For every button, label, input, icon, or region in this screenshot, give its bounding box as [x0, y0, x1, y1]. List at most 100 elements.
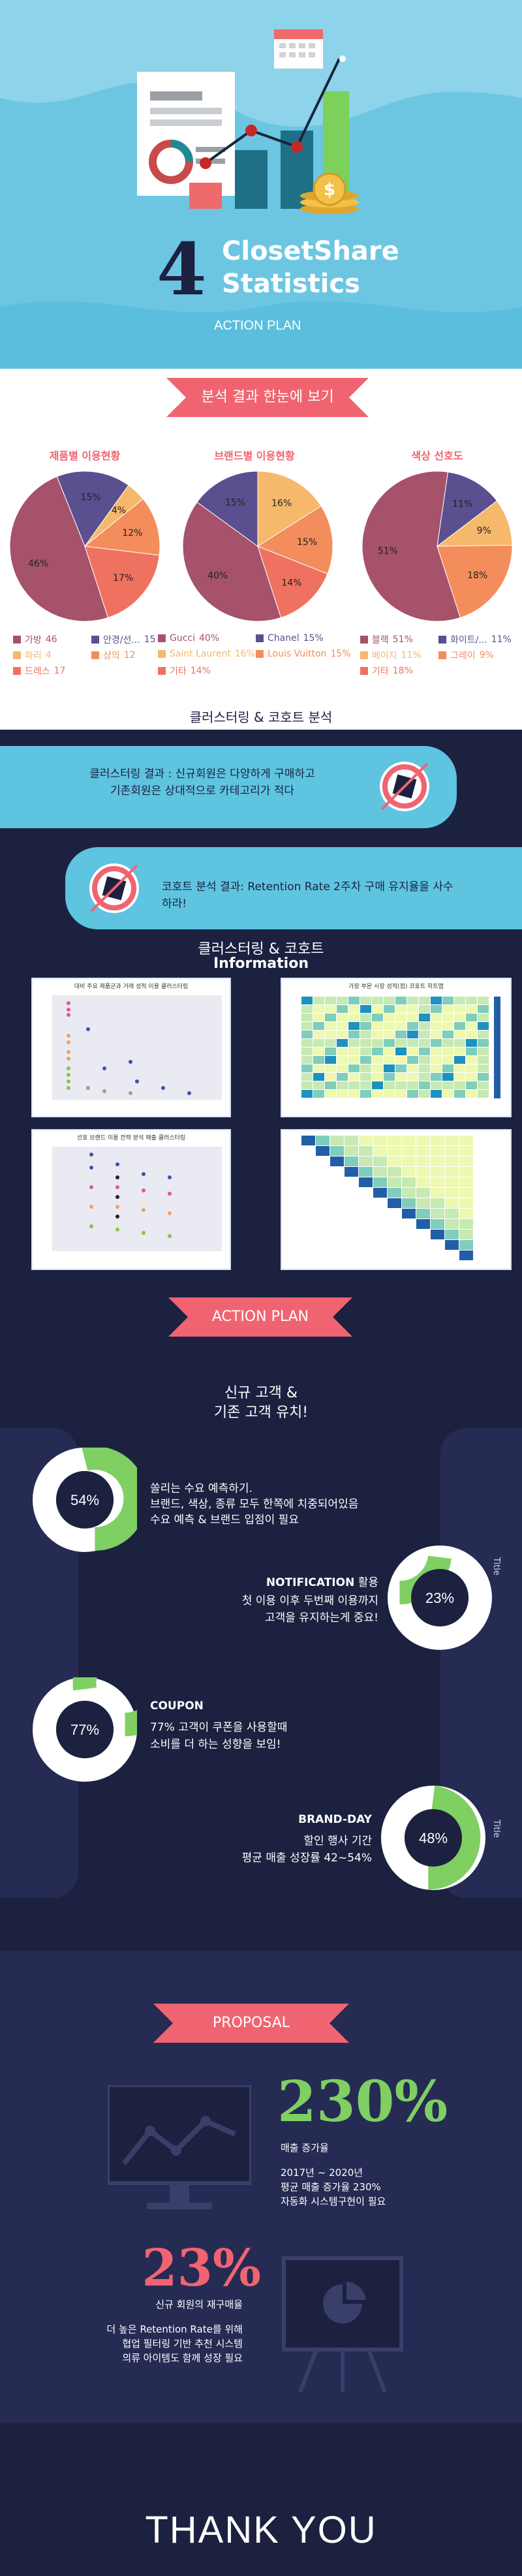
heatmap-cell — [445, 1198, 459, 1208]
heatmap-cell — [419, 1014, 430, 1021]
pie-chart-brand: 40% 15% 16% 15% 14% — [182, 471, 333, 622]
pie-slice — [56, 471, 129, 548]
legend-value: 11% — [401, 650, 422, 660]
title-line1: ClosetShare — [222, 236, 399, 266]
item4-line2: 할인 행사 기간 — [303, 1835, 372, 1848]
pie-slice-label: 51% — [378, 546, 398, 556]
heatmap-cell — [459, 1240, 473, 1250]
heatmap-cell — [407, 1031, 418, 1038]
heatmap-cell — [301, 1136, 315, 1145]
legend-value: 9% — [479, 650, 494, 660]
header-illustration: $ — [0, 0, 522, 369]
heatmap-cell — [325, 997, 336, 1004]
heatmap-cell — [431, 1219, 444, 1229]
heatmap-cell — [313, 1047, 324, 1055]
item1-line2: 브랜드, 색상, 종류 모두 한쪽에 치중되어있음 — [150, 1498, 359, 1511]
donut-percent-label: 23% — [425, 1590, 454, 1606]
overview-section: 분석 결과 한눈에 보기 제품별 이용현황 브랜드별 이용현황 색상 선호도 4… — [0, 369, 522, 730]
pie-chart-color: 51% 11% 9% 18% — [361, 471, 513, 622]
heatmap-cell — [325, 1031, 336, 1038]
heatmap-cell — [454, 997, 465, 1004]
heatmap-cell — [395, 1005, 407, 1013]
legend-item: 상의 12 — [91, 649, 136, 662]
action-plan-section: ACTION PLAN 신규 고객 & 기존 고객 유치! Title Titl… — [0, 1284, 522, 1951]
legend-item: Gucci 40% — [158, 633, 219, 644]
heatmap-cell — [445, 1209, 459, 1218]
legend-swatch — [158, 650, 166, 658]
heatmap-cell — [348, 1064, 360, 1072]
heatmap-cell — [431, 1188, 444, 1198]
legend-swatch — [91, 651, 99, 659]
heatmap-cell — [372, 1064, 383, 1072]
heatmap-cell — [459, 1250, 473, 1260]
stat1-line2: 평균 매출 증가율 230% — [281, 2181, 381, 2193]
donut-center — [56, 1701, 114, 1758]
heatmap-cell — [416, 1136, 430, 1145]
cohort-result-pill — [65, 847, 522, 929]
legend-swatch — [158, 667, 166, 675]
heatmap-cell — [431, 1230, 444, 1239]
heatmap-cell — [348, 1014, 360, 1021]
heatmap-cell — [478, 1064, 489, 1072]
heatmap-cell — [388, 1188, 401, 1198]
cohort-result-text: 코호트 분석 결과: Retention Rate 2주차 구매 유지율을 사수… — [162, 880, 453, 910]
heatmap-cell — [407, 1039, 418, 1047]
legend-item: 안경/선... 15 — [91, 633, 156, 646]
pie-slice — [84, 546, 160, 619]
heatmap-cell — [337, 1039, 348, 1047]
heatmap-cell — [388, 1146, 401, 1156]
heatmap-cell — [301, 1081, 313, 1089]
heatmap-cell — [360, 1005, 371, 1013]
heatmap-cell — [330, 1136, 344, 1145]
report-document-icon — [137, 72, 235, 196]
heatmap-cell — [478, 1031, 489, 1038]
heatmap-cell — [466, 1022, 477, 1030]
heatmap-cell — [301, 1090, 313, 1098]
heatmap-cell — [419, 1064, 430, 1072]
heatmap-cell — [459, 1230, 473, 1239]
heatmap-cell — [313, 1081, 324, 1089]
legend-value: 16% — [234, 649, 255, 659]
proposal-ribbon: PROPOSAL — [153, 2004, 349, 2043]
donut-percent-label: 54% — [70, 1492, 99, 1508]
legend-item: 기타 14% — [158, 664, 211, 677]
heatmap-cell — [348, 1081, 360, 1089]
pie-slice — [437, 544, 513, 619]
pie-slice — [256, 505, 333, 574]
heatmap-cell — [416, 1167, 430, 1177]
heatmap-cell — [407, 1073, 418, 1081]
heatmap-cell — [407, 1064, 418, 1072]
pie-slice — [9, 476, 109, 622]
cohort-heatmap-image-2 — [281, 1129, 512, 1270]
heatmap-2 — [301, 1136, 473, 1260]
heatmap-cell — [431, 1022, 442, 1030]
heatmap-cell — [442, 1022, 453, 1030]
heatmap-cell — [478, 1047, 489, 1055]
heatmap-cell — [384, 1064, 395, 1072]
heatmap-cell — [454, 1039, 465, 1047]
heatmap-cell — [337, 1014, 348, 1021]
heatmap-cell — [301, 1022, 313, 1030]
heatmap-cell — [466, 1047, 477, 1055]
heatmap-colorbar — [494, 997, 500, 1098]
item3-line2: 77% 고객이 쿠폰을 사용할때 — [150, 1721, 288, 1734]
heatmap-cell — [337, 997, 348, 1004]
heatmap-cell — [419, 1081, 430, 1089]
legend-swatch — [438, 636, 446, 644]
pie-slice — [436, 500, 513, 547]
heatmap-cell — [466, 1090, 477, 1098]
heatmap-cell — [407, 1047, 418, 1055]
heatmap-cell — [384, 1022, 395, 1030]
legend-item: 가방 46 — [13, 633, 57, 646]
heatmap-cell — [431, 1064, 442, 1072]
legend-value: 14% — [190, 666, 211, 676]
heatmap-cell — [384, 1039, 395, 1047]
pie-slice-label: 15% — [225, 497, 245, 508]
heatmap-cell — [384, 997, 395, 1004]
stat1-number: 230% — [277, 2069, 448, 2135]
heatmap-cell — [384, 1014, 395, 1021]
heatmap-cell — [431, 1209, 444, 1218]
heatmap-cell — [313, 1031, 324, 1038]
legend-label: 베이지 — [372, 651, 397, 661]
heatmap-cell — [345, 1156, 358, 1166]
